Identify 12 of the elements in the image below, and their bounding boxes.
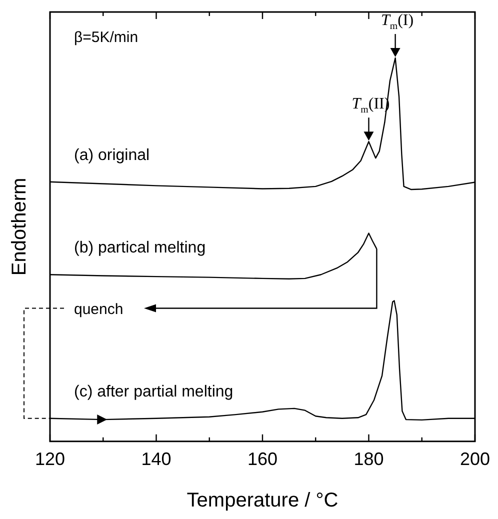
annotation: quench [74, 301, 124, 318]
x-tick-label: 120 [34, 449, 66, 470]
x-axis-title: Temperature / °C [186, 490, 338, 512]
series-label: (c) after partial melting [74, 383, 234, 400]
x-tick-label: 200 [460, 449, 490, 470]
y-axis-title: Endotherm [8, 178, 31, 276]
text: β=5K/min [74, 29, 138, 46]
x-tick-label: 180 [354, 449, 384, 470]
series-label: (a) original [74, 146, 150, 164]
x-tick-label: 160 [247, 449, 278, 470]
x-tick-label: 140 [141, 449, 172, 470]
series-label: (b) partical melting [74, 240, 206, 257]
